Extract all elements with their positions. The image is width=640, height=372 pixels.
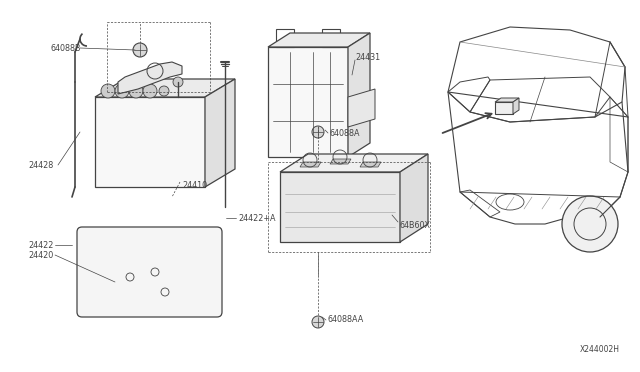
Polygon shape: [280, 154, 428, 172]
Polygon shape: [300, 162, 321, 167]
Text: X244002H: X244002H: [580, 345, 620, 354]
Text: 24428: 24428: [28, 160, 53, 170]
Polygon shape: [268, 33, 370, 47]
FancyBboxPatch shape: [77, 227, 222, 317]
Polygon shape: [360, 162, 381, 167]
Polygon shape: [400, 154, 428, 242]
Text: 24422: 24422: [28, 241, 53, 250]
Circle shape: [129, 84, 143, 98]
Polygon shape: [95, 97, 205, 187]
Polygon shape: [348, 33, 370, 157]
Polygon shape: [348, 89, 375, 127]
Polygon shape: [205, 79, 235, 187]
Circle shape: [159, 86, 169, 96]
Circle shape: [312, 126, 324, 138]
Circle shape: [562, 196, 618, 252]
Text: 64B60X: 64B60X: [400, 221, 431, 230]
Polygon shape: [495, 102, 513, 114]
Circle shape: [312, 316, 324, 328]
Polygon shape: [95, 79, 235, 97]
Circle shape: [115, 84, 129, 98]
Text: 24410: 24410: [182, 180, 207, 189]
Text: 64088A: 64088A: [330, 128, 360, 138]
Circle shape: [173, 77, 183, 87]
Text: 24422+A: 24422+A: [238, 214, 275, 222]
Circle shape: [143, 84, 157, 98]
Text: 64088B: 64088B: [50, 44, 81, 52]
Polygon shape: [268, 47, 348, 157]
Polygon shape: [495, 98, 519, 102]
Polygon shape: [513, 98, 519, 114]
Text: 64088AA: 64088AA: [328, 315, 364, 324]
Circle shape: [101, 84, 115, 98]
Text: 24431: 24431: [355, 52, 380, 61]
Text: 24420: 24420: [28, 250, 53, 260]
Circle shape: [133, 43, 147, 57]
Polygon shape: [118, 62, 182, 94]
Polygon shape: [330, 159, 351, 164]
Polygon shape: [280, 172, 400, 242]
